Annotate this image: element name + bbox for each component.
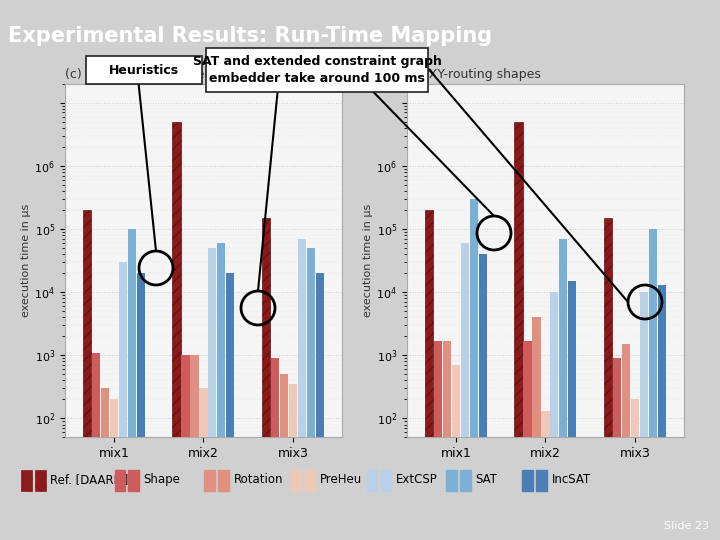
Bar bbox=[291, 470, 301, 491]
Text: Shape: Shape bbox=[144, 473, 181, 486]
Text: (d) XY-routing shapes: (d) XY-routing shapes bbox=[407, 68, 541, 81]
Y-axis label: execution time in μs: execution time in μs bbox=[364, 204, 374, 317]
Bar bbox=[550, 292, 559, 540]
Text: ExtCSP: ExtCSP bbox=[396, 473, 438, 486]
Bar bbox=[173, 122, 181, 540]
Bar bbox=[289, 384, 297, 540]
Bar bbox=[568, 281, 576, 540]
Text: Heuristics: Heuristics bbox=[109, 64, 179, 77]
Bar bbox=[204, 470, 215, 491]
Bar bbox=[110, 400, 118, 540]
Bar bbox=[559, 239, 567, 540]
Bar bbox=[381, 470, 391, 491]
Bar bbox=[305, 470, 315, 491]
Bar bbox=[452, 365, 460, 540]
FancyBboxPatch shape bbox=[206, 48, 428, 92]
Bar bbox=[639, 292, 648, 540]
Bar bbox=[114, 470, 125, 491]
Bar bbox=[604, 218, 612, 540]
Bar bbox=[199, 388, 207, 540]
Bar bbox=[460, 470, 471, 491]
Text: PreHeu: PreHeu bbox=[320, 473, 362, 486]
Text: SAT: SAT bbox=[475, 473, 498, 486]
Bar bbox=[425, 210, 433, 540]
Bar bbox=[613, 358, 621, 540]
FancyBboxPatch shape bbox=[86, 56, 202, 84]
Bar bbox=[434, 341, 442, 540]
Bar bbox=[523, 470, 533, 491]
Bar bbox=[479, 254, 487, 540]
Y-axis label: execution time in μs: execution time in μs bbox=[22, 204, 32, 317]
Bar bbox=[631, 400, 639, 540]
Text: Ref. [DAARM]: Ref. [DAARM] bbox=[50, 473, 129, 486]
Bar bbox=[127, 229, 136, 540]
Bar bbox=[532, 317, 541, 540]
Text: (c) Routing-table-based shapes: (c) Routing-table-based shapes bbox=[65, 68, 261, 81]
Bar bbox=[622, 344, 630, 540]
Bar bbox=[217, 243, 225, 540]
Bar bbox=[307, 248, 315, 540]
Bar bbox=[461, 243, 469, 540]
Bar bbox=[128, 470, 139, 491]
Bar bbox=[226, 273, 234, 540]
Bar bbox=[443, 341, 451, 540]
Bar bbox=[315, 273, 324, 540]
Bar bbox=[536, 470, 546, 491]
Bar bbox=[446, 470, 456, 491]
Text: SAT and extended constraint graph
embedder take around 100 ms: SAT and extended constraint graph embedd… bbox=[192, 55, 441, 85]
Bar bbox=[262, 218, 270, 540]
Bar bbox=[35, 470, 45, 491]
Text: Rotation: Rotation bbox=[233, 473, 283, 486]
Bar bbox=[523, 341, 531, 540]
Bar bbox=[101, 388, 109, 540]
Bar bbox=[297, 239, 306, 540]
Bar bbox=[280, 374, 288, 540]
Bar bbox=[367, 470, 377, 491]
Text: Slide 23: Slide 23 bbox=[665, 521, 709, 531]
Bar bbox=[83, 210, 91, 540]
Bar bbox=[218, 470, 229, 491]
Bar bbox=[22, 470, 32, 491]
Bar bbox=[271, 358, 279, 540]
Bar bbox=[541, 411, 549, 540]
Bar bbox=[181, 355, 189, 540]
Text: IncSAT: IncSAT bbox=[552, 473, 590, 486]
Bar bbox=[657, 285, 666, 540]
Bar bbox=[119, 262, 127, 540]
Bar bbox=[649, 229, 657, 540]
Text: Experimental Results: Run-Time Mapping: Experimental Results: Run-Time Mapping bbox=[8, 26, 492, 46]
Bar bbox=[190, 355, 199, 540]
Bar bbox=[92, 353, 100, 540]
Bar bbox=[137, 273, 145, 540]
Bar bbox=[208, 248, 217, 540]
Bar bbox=[515, 122, 523, 540]
Bar bbox=[469, 199, 478, 540]
